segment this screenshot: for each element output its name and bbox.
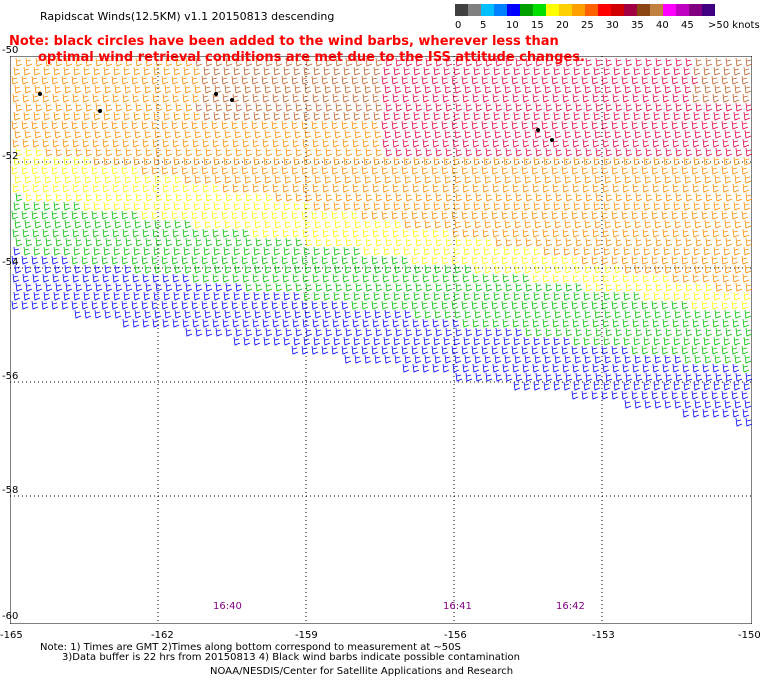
wind-barb-band [11, 57, 752, 292]
wind-barb-band [11, 192, 752, 373]
colorbar-swatch [663, 4, 676, 16]
wind-barbs [11, 57, 752, 427]
latitude-label: -60 [2, 611, 19, 622]
colorbar-swatch [572, 4, 585, 16]
wind-barb-band [11, 246, 752, 427]
latitude-label: -54 [2, 257, 19, 268]
colorbar-swatch [533, 4, 546, 16]
colorbar-label: >50 knots [708, 20, 760, 31]
colorbar-label: 45 [681, 20, 694, 31]
colorbar-label: 35 [631, 20, 644, 31]
colorbar-swatch [585, 4, 598, 16]
time-label: 16:42 [556, 601, 585, 612]
note-line-2: optimal wind retrieval conditions are me… [38, 50, 585, 65]
colorbar-swatch [676, 4, 689, 16]
colorbar-swatch [598, 4, 611, 16]
wind-barb-band [381, 57, 752, 157]
quality-flag-dot [214, 92, 218, 96]
colorbar-label: 30 [606, 20, 619, 31]
map-title: Rapidscat Winds(12.5KM) v1.1 20150813 de… [40, 10, 335, 23]
colorbar-swatch [520, 4, 533, 16]
quality-flag-dot [550, 138, 554, 142]
colorbar-swatch [507, 4, 520, 16]
quality-flag-dot [230, 98, 234, 102]
time-label: 16:40 [213, 601, 242, 612]
longitude-label: -159 [295, 630, 318, 641]
wind-barb-band [195, 57, 752, 121]
longitude-label: -162 [151, 630, 174, 641]
colorbar-swatch [559, 4, 572, 16]
colorbar-swatch [650, 4, 663, 16]
time-label: 16:41 [443, 601, 472, 612]
colorbar-swatch [624, 4, 637, 16]
note-line-1: Note: black circles have been added to t… [9, 34, 559, 49]
colorbar-swatch [611, 4, 624, 16]
colorbar-swatch [494, 4, 507, 16]
colorbar-swatch [546, 4, 559, 16]
wind-barb-map [10, 56, 752, 624]
quality-flag-dot [98, 109, 102, 113]
footer-credit: NOAA/NESDIS/Center for Satellite Applica… [210, 666, 514, 677]
colorbar-label: 15 [531, 20, 544, 31]
colorbar-swatch [481, 4, 494, 16]
colorbar-label: 20 [556, 20, 569, 31]
colorbar-labels: 0 5 10 15 20 25 30 35 40 45 >50 knots [450, 20, 760, 32]
colorbar-label: 25 [581, 20, 594, 31]
colorbar-label: 40 [656, 20, 669, 31]
longitude-label: -153 [592, 630, 615, 641]
footer-note-1: Note: 1) Times are GMT 2)Times along bot… [40, 642, 461, 653]
latitude-label: -50 [2, 45, 19, 56]
quality-flag-dot [536, 128, 540, 132]
colorbar-label: 10 [506, 20, 519, 31]
latitude-label: -52 [2, 151, 19, 162]
quality-flag-circles [38, 92, 554, 142]
longitude-label: -150 [738, 630, 760, 641]
latitude-label: -58 [2, 485, 19, 496]
colorbar-swatch [689, 4, 702, 16]
colorbar-swatch [468, 4, 481, 16]
wind-speed-colorbar [455, 4, 715, 16]
footer-note-2: 3)Data buffer is 22 hrs from 20150813 4)… [62, 652, 520, 663]
colorbar-swatch [455, 4, 468, 16]
colorbar-swatch [637, 4, 650, 16]
colorbar-label: 0 [455, 20, 462, 31]
longitude-label: -165 [0, 630, 23, 641]
longitude-label: -156 [444, 630, 467, 641]
colorbar-swatch [702, 4, 715, 16]
colorbar-label: 5 [480, 20, 487, 31]
latitude-label: -56 [2, 371, 19, 382]
quality-flag-dot [38, 92, 42, 96]
wind-barb-band [11, 147, 751, 310]
